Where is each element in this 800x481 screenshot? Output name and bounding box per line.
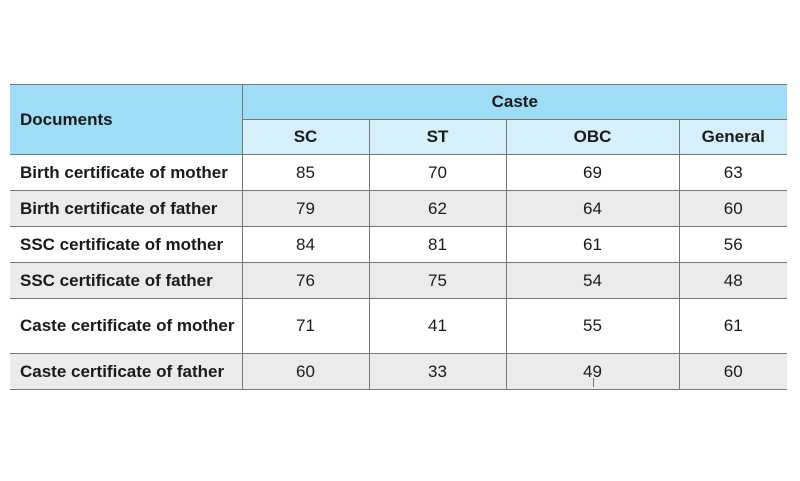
cell-general: 60 — [678, 353, 787, 390]
cell-sc: 85 — [241, 154, 370, 191]
table-row: SSC certificate of mother 84 81 61 56 — [10, 226, 787, 263]
cell-st: 62 — [368, 190, 507, 227]
table-row: Birth certificate of mother 85 70 69 63 — [10, 154, 787, 191]
cell-general: 60 — [678, 190, 787, 227]
cell-obc: 69 — [505, 154, 680, 191]
row-label: Birth certificate of father — [10, 190, 243, 227]
cell-st: 75 — [368, 262, 507, 299]
cell-obc: 61 — [505, 226, 680, 263]
table-row: Caste certificate of father 60 33 49 60 — [10, 353, 787, 390]
cell-obc: 54 — [505, 262, 680, 299]
cell-sc: 84 — [241, 226, 370, 263]
stray-tick-mark — [593, 378, 594, 387]
cell-sc: 79 — [241, 190, 370, 227]
table-row: SSC certificate of father 76 75 54 48 — [10, 262, 787, 299]
table-row: Birth certificate of father 79 62 64 60 — [10, 190, 787, 227]
row-label: Caste certificate of mother — [10, 298, 243, 354]
column-header-obc: OBC — [505, 119, 680, 155]
caste-header: Caste — [241, 84, 787, 120]
documents-header: Documents — [10, 84, 243, 155]
table-row: Caste certificate of mother 71 41 55 61 — [10, 298, 787, 354]
cell-st: 33 — [368, 353, 507, 390]
cell-sc: 71 — [241, 298, 370, 354]
row-label: Birth certificate of mother — [10, 154, 243, 191]
row-label: Caste certificate of father — [10, 353, 243, 390]
cell-st: 81 — [368, 226, 507, 263]
cell-general: 63 — [678, 154, 787, 191]
column-header-sc: SC — [242, 119, 370, 155]
row-label: SSC certificate of father — [10, 262, 243, 299]
cell-general: 48 — [678, 262, 787, 299]
row-label: SSC certificate of mother — [10, 226, 243, 263]
cell-general: 56 — [678, 226, 787, 263]
cell-st: 41 — [368, 298, 507, 354]
cell-sc: 76 — [241, 262, 370, 299]
documents-caste-table: Documents Caste SC ST OBC General Birth … — [10, 84, 787, 390]
cell-general: 61 — [678, 298, 787, 354]
cell-obc: 64 — [505, 190, 680, 227]
column-header-general: General — [678, 119, 787, 155]
cell-sc: 60 — [241, 353, 370, 390]
cell-st: 70 — [368, 154, 507, 191]
column-header-st: ST — [368, 119, 507, 155]
cell-obc: 49 — [505, 353, 680, 390]
cell-obc: 55 — [505, 298, 680, 354]
